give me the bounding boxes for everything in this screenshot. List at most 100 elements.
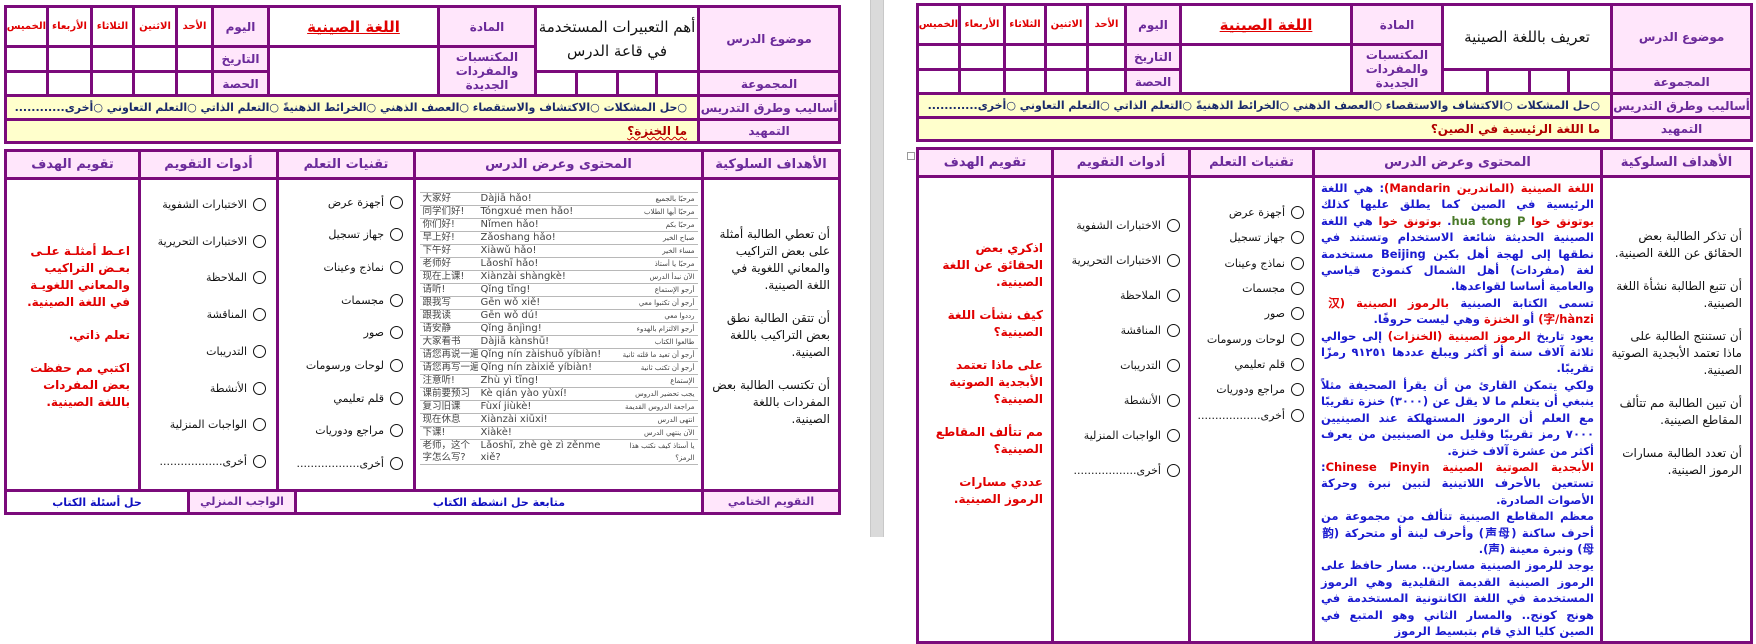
learning-technique-option[interactable]: لوحات ورسومات <box>306 359 403 373</box>
radio-circle-icon[interactable] <box>1291 383 1304 397</box>
learning-technique-option[interactable]: قلم تعليمي <box>1234 358 1304 372</box>
radio-circle-icon[interactable] <box>390 359 403 373</box>
date-cell[interactable] <box>90 45 135 73</box>
radio-circle-icon[interactable] <box>1291 206 1304 220</box>
radio-circle-icon[interactable] <box>253 418 266 432</box>
learning-technique-option[interactable]: جهاز تسجيل <box>328 228 403 242</box>
group-cell[interactable] <box>534 70 578 97</box>
evaluation-tool-option[interactable]: الملاحظة <box>1120 289 1180 302</box>
radio-circle-icon[interactable] <box>1167 429 1180 442</box>
period-cell[interactable] <box>4 70 49 97</box>
radio-circle-icon[interactable] <box>1167 324 1180 337</box>
date-cell[interactable] <box>1086 43 1127 71</box>
evaluation-tool-option[interactable]: الأنشطة <box>210 381 266 395</box>
evaluation-tool-option[interactable]: التدريبات <box>1120 359 1180 372</box>
evaluation-tool-option[interactable]: الاختبارات الشفوية <box>1076 219 1180 232</box>
date-cell[interactable] <box>1044 43 1089 71</box>
radio-circle-icon[interactable] <box>390 195 403 209</box>
group-cell[interactable] <box>1486 68 1531 95</box>
evaluation-tool-option[interactable]: الأنشطة <box>1124 394 1180 407</box>
radio-circle-icon[interactable] <box>1291 282 1304 296</box>
period-cell[interactable] <box>175 70 214 97</box>
radio-circle-icon[interactable] <box>1167 464 1180 477</box>
radio-circle-icon[interactable] <box>390 228 403 242</box>
evaluation-tool-option[interactable]: الاختبارات التحريرية <box>158 234 266 248</box>
date-cell[interactable] <box>175 45 214 73</box>
learning-technique-option[interactable]: أجهزة عرض <box>1229 206 1304 220</box>
evaluation-tool-option[interactable]: الاختبارات التحريرية <box>1072 254 1180 267</box>
learning-technique-option[interactable]: نماذج وعينات <box>324 261 403 275</box>
radio-circle-icon[interactable] <box>1291 307 1304 321</box>
radio-circle-icon[interactable] <box>253 271 266 285</box>
period-cell[interactable] <box>958 68 1006 95</box>
learning-technique-option[interactable]: مجسمات <box>341 293 403 307</box>
date-cell[interactable] <box>1003 43 1047 71</box>
subject-blank-cell[interactable] <box>267 45 440 97</box>
evaluation-tool-option[interactable]: أخرى.................. <box>1074 464 1180 477</box>
learning-technique-option[interactable]: نماذج وعينات <box>1225 256 1304 270</box>
radio-circle-icon[interactable] <box>390 261 403 275</box>
learning-technique-option[interactable]: أخرى.................. <box>1198 408 1304 422</box>
group-cell[interactable] <box>1566 68 1614 95</box>
learning-technique-option[interactable]: جهاز تسجيل <box>1229 231 1304 245</box>
radio-circle-icon[interactable] <box>390 326 403 340</box>
period-cell[interactable] <box>132 70 178 97</box>
evaluation-tool-option[interactable]: الواجبات المنزلية <box>170 418 266 432</box>
period-cell[interactable] <box>1086 68 1127 95</box>
period-cell[interactable] <box>1003 68 1047 95</box>
radio-circle-icon[interactable] <box>1291 408 1304 422</box>
evaluation-tool-option[interactable]: المناقشة <box>1121 324 1180 337</box>
learning-technique-option[interactable]: صور <box>364 326 403 340</box>
radio-circle-icon[interactable] <box>1291 332 1304 346</box>
learning-technique-option[interactable]: قلم تعليمي <box>333 391 403 405</box>
learning-technique-option[interactable]: مراجع ودوريات <box>1216 383 1304 397</box>
group-cell[interactable] <box>1441 68 1489 95</box>
date-cell[interactable] <box>958 43 1006 71</box>
evaluation-tool-option[interactable]: الملاحظة <box>206 271 266 285</box>
evaluation-tool-option[interactable]: الواجبات المنزلية <box>1084 429 1180 442</box>
radio-circle-icon[interactable] <box>1291 231 1304 245</box>
radio-circle-icon[interactable] <box>390 457 403 471</box>
learning-technique-option[interactable]: لوحات ورسومات <box>1207 332 1304 346</box>
radio-circle-icon[interactable] <box>390 424 403 438</box>
teaching-methods[interactable]: ○حل المشكلات ○الاكتشاف والاستقصاء ○العصف… <box>3 94 701 121</box>
radio-circle-icon[interactable] <box>1167 219 1180 232</box>
evaluation-tool-option[interactable]: المناقشة <box>207 308 266 322</box>
period-cell[interactable] <box>1044 68 1089 95</box>
learning-technique-option[interactable]: صور <box>1265 307 1304 321</box>
group-cell[interactable] <box>654 70 701 97</box>
evaluation-tool-option[interactable]: التدريبات <box>206 344 266 358</box>
subject-blank-cell[interactable] <box>1179 43 1353 95</box>
date-cell[interactable] <box>46 45 93 73</box>
learning-technique-option[interactable]: مجسمات <box>1242 282 1304 296</box>
evaluation-tool-option[interactable]: أخرى.................. <box>160 455 266 469</box>
radio-circle-icon[interactable] <box>1291 358 1304 372</box>
group-cell[interactable] <box>1528 68 1570 95</box>
radio-circle-icon[interactable] <box>1291 256 1304 270</box>
period-cell[interactable] <box>916 68 961 95</box>
learning-technique-option[interactable]: أخرى.................. <box>297 457 403 471</box>
period-cell[interactable] <box>90 70 135 97</box>
table-move-handle[interactable] <box>907 152 915 160</box>
teaching-methods[interactable]: ○حل المشكلات ○الاكتشاف والاستقصاء ○العصف… <box>915 92 1614 119</box>
radio-circle-icon[interactable] <box>253 234 266 248</box>
radio-circle-icon[interactable] <box>253 344 266 358</box>
radio-circle-icon[interactable] <box>1167 254 1180 267</box>
date-cell[interactable] <box>132 45 178 73</box>
date-cell[interactable] <box>4 45 49 73</box>
radio-circle-icon[interactable] <box>253 455 266 469</box>
radio-circle-icon[interactable] <box>253 381 266 395</box>
radio-circle-icon[interactable] <box>390 293 403 307</box>
group-cell[interactable] <box>575 70 619 97</box>
date-cell[interactable] <box>916 43 961 71</box>
radio-circle-icon[interactable] <box>1167 289 1180 302</box>
radio-circle-icon[interactable] <box>253 197 266 211</box>
group-cell[interactable] <box>616 70 658 97</box>
radio-circle-icon[interactable] <box>1167 394 1180 407</box>
radio-circle-icon[interactable] <box>390 391 403 405</box>
radio-circle-icon[interactable] <box>1167 359 1180 372</box>
learning-technique-option[interactable]: أجهزة عرض <box>328 195 403 209</box>
learning-technique-option[interactable]: مراجع ودوريات <box>315 424 403 438</box>
period-cell[interactable] <box>46 70 93 97</box>
radio-circle-icon[interactable] <box>253 308 266 322</box>
